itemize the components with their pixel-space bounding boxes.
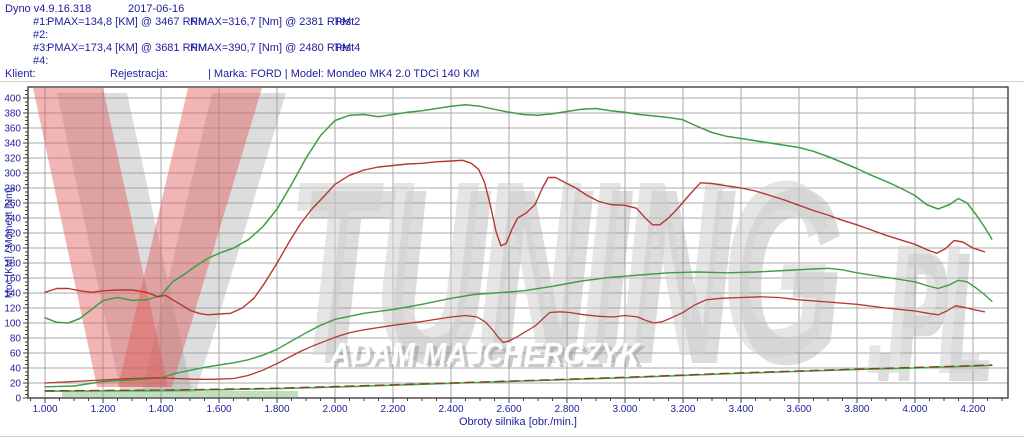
y-tick-label: 160 [4, 274, 21, 285]
run3-test-name: Test4 [334, 42, 361, 54]
x-axis-title: Obroty silnika [obr./min.] [459, 416, 577, 428]
x-tick-label: 4.200 [960, 404, 985, 415]
y-tick-label: 340 [4, 139, 21, 150]
vehicle-info: | Marka: FORD | Model: Mondeo MK4 2.0 TD… [208, 68, 480, 80]
svg-text:TUNING: TUNING [287, 129, 832, 408]
x-tick-label: 2.400 [439, 404, 464, 415]
y-tick-label: 80 [10, 334, 22, 345]
y-tick-label: 220 [4, 229, 21, 240]
series-torque-test2-red [44, 159, 986, 316]
x-tick-label: 3.800 [844, 404, 869, 415]
svg-text:.PL: .PL [866, 207, 984, 413]
x-tick-label: 3.000 [612, 404, 637, 415]
x-tick-label: 1.400 [149, 404, 174, 415]
y-tick-label: 320 [4, 154, 21, 165]
y-tick-label: 380 [4, 109, 21, 120]
run3-nmax: NMAX=390,7 [Nm] @ 2480 RPM [190, 42, 352, 54]
report-date: 2017-06-16 [128, 3, 185, 15]
x-tick-label: 1.600 [207, 404, 232, 415]
y-tick-label: 280 [4, 184, 21, 195]
y-tick-label: 100 [4, 319, 21, 330]
separators [0, 81, 1024, 437]
curve-power-test4-green [44, 267, 993, 388]
x-tick-label: 2.200 [381, 404, 406, 415]
run4-label: #4: [33, 55, 49, 67]
y-axis-title: Moc [KM] / Moment [Nm] [4, 187, 15, 298]
x-tick-label: 3.600 [786, 404, 811, 415]
y-axis: 0 20 40 60 80 100 120 140 160 180 200 220 240 260 280 3… [4, 90, 28, 405]
run1-nmax: NMAX=316,7 [Nm] @ 2381 RPM [190, 16, 352, 28]
y-tick-label: 60 [10, 349, 22, 360]
plot-frame [27, 86, 1009, 399]
watermark-green-band [62, 391, 298, 397]
curve-loss-test2-red-dashed [44, 364, 993, 392]
x-tick-label: 2.000 [323, 404, 348, 415]
x-axis: 1.000 1.200 1.400 1.600 1.800 2.000 2.200 2.400… [30, 398, 1003, 415]
x-tick-label: 3.200 [670, 404, 695, 415]
y-tick-label: 400 [4, 94, 21, 105]
app-version: Dyno v4.9.16.318 [5, 3, 92, 15]
x-tick-label: 1.800 [265, 404, 290, 415]
y-tick-label: 40 [10, 364, 22, 375]
axis-titles: Obroty silnika [obr./min.] Moc [KM] / Mom… [4, 187, 577, 428]
svg-text:ADAM MAJCHERCZYK: ADAM MAJCHERCZYK [333, 339, 646, 374]
y-tick-label: 360 [4, 124, 21, 135]
y-tick-label: 20 [10, 379, 22, 390]
y-tick-label: 300 [4, 169, 21, 180]
run2-label: #2: [33, 29, 49, 41]
svg-text:TUNING: TUNING [299, 137, 844, 416]
series-loss-test4-green [44, 364, 993, 393]
curve-power-test2-red [44, 296, 986, 384]
y-tick-label: 180 [4, 259, 21, 270]
series-loss-test2-red-dashed [44, 364, 993, 392]
run3-label: #3: [33, 42, 49, 54]
curve-torque-test4-green [44, 104, 993, 324]
y-tick-label: 200 [4, 244, 21, 255]
svg-text:ADAM MAJCHERCZYK: ADAM MAJCHERCZYK [329, 336, 642, 371]
run1-test-name: Test2 [334, 16, 361, 28]
x-tick-label: 2.800 [554, 404, 579, 415]
registration-label: Rejestracja: [110, 68, 169, 80]
x-tick-label: 2.600 [496, 404, 521, 415]
y-tick-label: 140 [4, 289, 21, 300]
x-tick-label: 1.200 [91, 404, 116, 415]
x-tick-label: 3.400 [728, 404, 753, 415]
y-tick-label: 120 [4, 304, 21, 315]
x-tick-label: 1.000 [33, 404, 58, 415]
y-tick-label: 240 [4, 214, 21, 225]
series-power-test2-red [44, 296, 986, 384]
series-power-test4-green [44, 267, 993, 388]
y-tick-label: 260 [4, 199, 21, 210]
run1-pmax: PMAX=134,8 [KM] @ 3467 RPM [47, 16, 208, 28]
curve-loss-test4-green [44, 364, 993, 393]
curve-torque-test2-red [44, 159, 986, 316]
run1-label: #1: [33, 16, 49, 28]
y-tick-label: 0 [15, 394, 21, 405]
series-torque-test4-green [44, 104, 993, 324]
svg-text:.PL: .PL [876, 215, 994, 421]
gridlines [28, 87, 1008, 398]
client-label: Klient: [5, 68, 36, 80]
run3-pmax: PMAX=173,4 [KM] @ 3681 RPM [47, 42, 208, 54]
x-tick-label: 4.000 [902, 404, 927, 415]
